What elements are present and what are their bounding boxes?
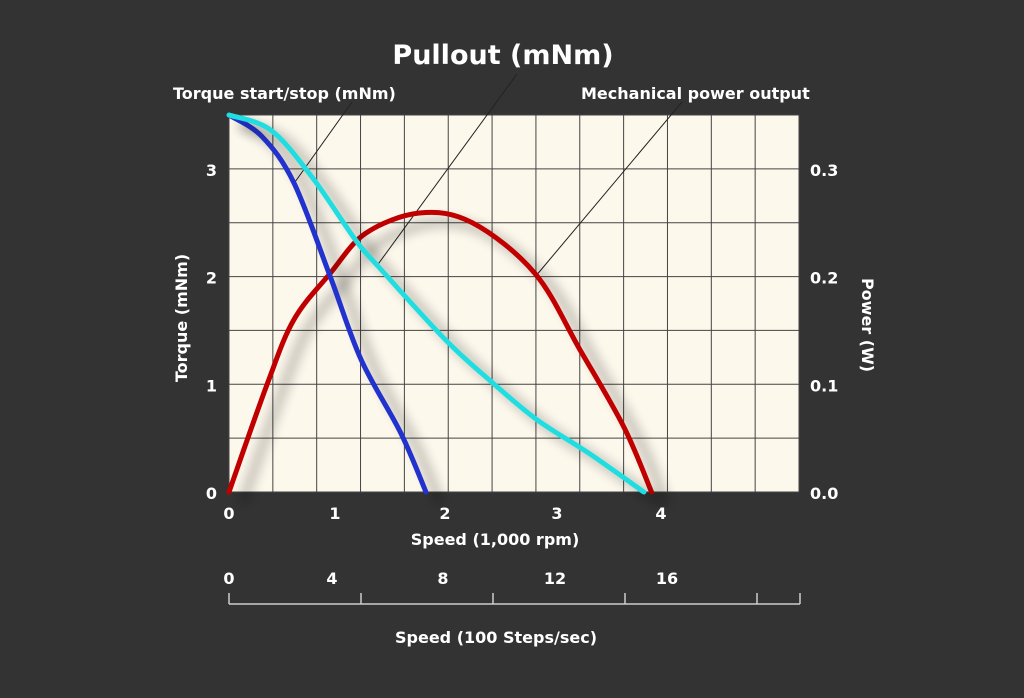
series-line-2 bbox=[226, 209, 655, 495]
x2-tick-label: 0 bbox=[223, 569, 234, 588]
y-tick-label: 2 bbox=[206, 269, 217, 288]
x-axis-label: Speed (1,000 rpm) bbox=[411, 530, 580, 549]
y2-tick-label: 0.0 bbox=[810, 484, 838, 503]
x-tick-label: 4 bbox=[655, 504, 666, 523]
series-line-1 bbox=[226, 112, 647, 495]
x-tick-label: 3 bbox=[551, 504, 562, 523]
x2-axis-label: Speed (100 Steps/sec) bbox=[395, 628, 597, 647]
y-tick-label: 0 bbox=[206, 484, 217, 503]
y2-tick-label: 0.2 bbox=[810, 269, 838, 288]
annotation-power: Mechanical power output bbox=[581, 84, 810, 103]
y2-axis-label: Power (W) bbox=[858, 278, 877, 372]
x2-tick-label: 12 bbox=[544, 569, 566, 588]
x-tick-label: 0 bbox=[223, 504, 234, 523]
plot-area bbox=[229, 115, 799, 492]
x2-tick-label: 4 bbox=[326, 569, 337, 588]
x-tick-label: 2 bbox=[439, 504, 450, 523]
y2-tick-label: 0.3 bbox=[810, 161, 838, 180]
steps-scale: 0 4 8 12 16 bbox=[223, 569, 801, 605]
leader-power bbox=[534, 101, 683, 278]
x-tick-label: 1 bbox=[329, 504, 340, 523]
series-group bbox=[226, 112, 655, 495]
x2-tick-label: 16 bbox=[656, 569, 678, 588]
grid bbox=[228, 114, 800, 493]
y2-tick-label: 0.1 bbox=[810, 376, 838, 395]
y-tick-label: 3 bbox=[206, 161, 217, 180]
y-tick-label: 1 bbox=[206, 376, 217, 395]
tick-labels: 0 1 2 3 4 0 1 2 3 0.0 0.1 0.2 0.3 bbox=[206, 161, 838, 523]
y-axis-label: Torque (mNm) bbox=[172, 254, 191, 382]
annotation-torque-start-stop: Torque start/stop (mNm) bbox=[173, 84, 396, 103]
chart-title: Pullout (mNm) bbox=[392, 40, 613, 71]
leader-pullout bbox=[375, 73, 518, 268]
series-line-0 bbox=[226, 112, 429, 495]
x2-tick-label: 8 bbox=[437, 569, 448, 588]
